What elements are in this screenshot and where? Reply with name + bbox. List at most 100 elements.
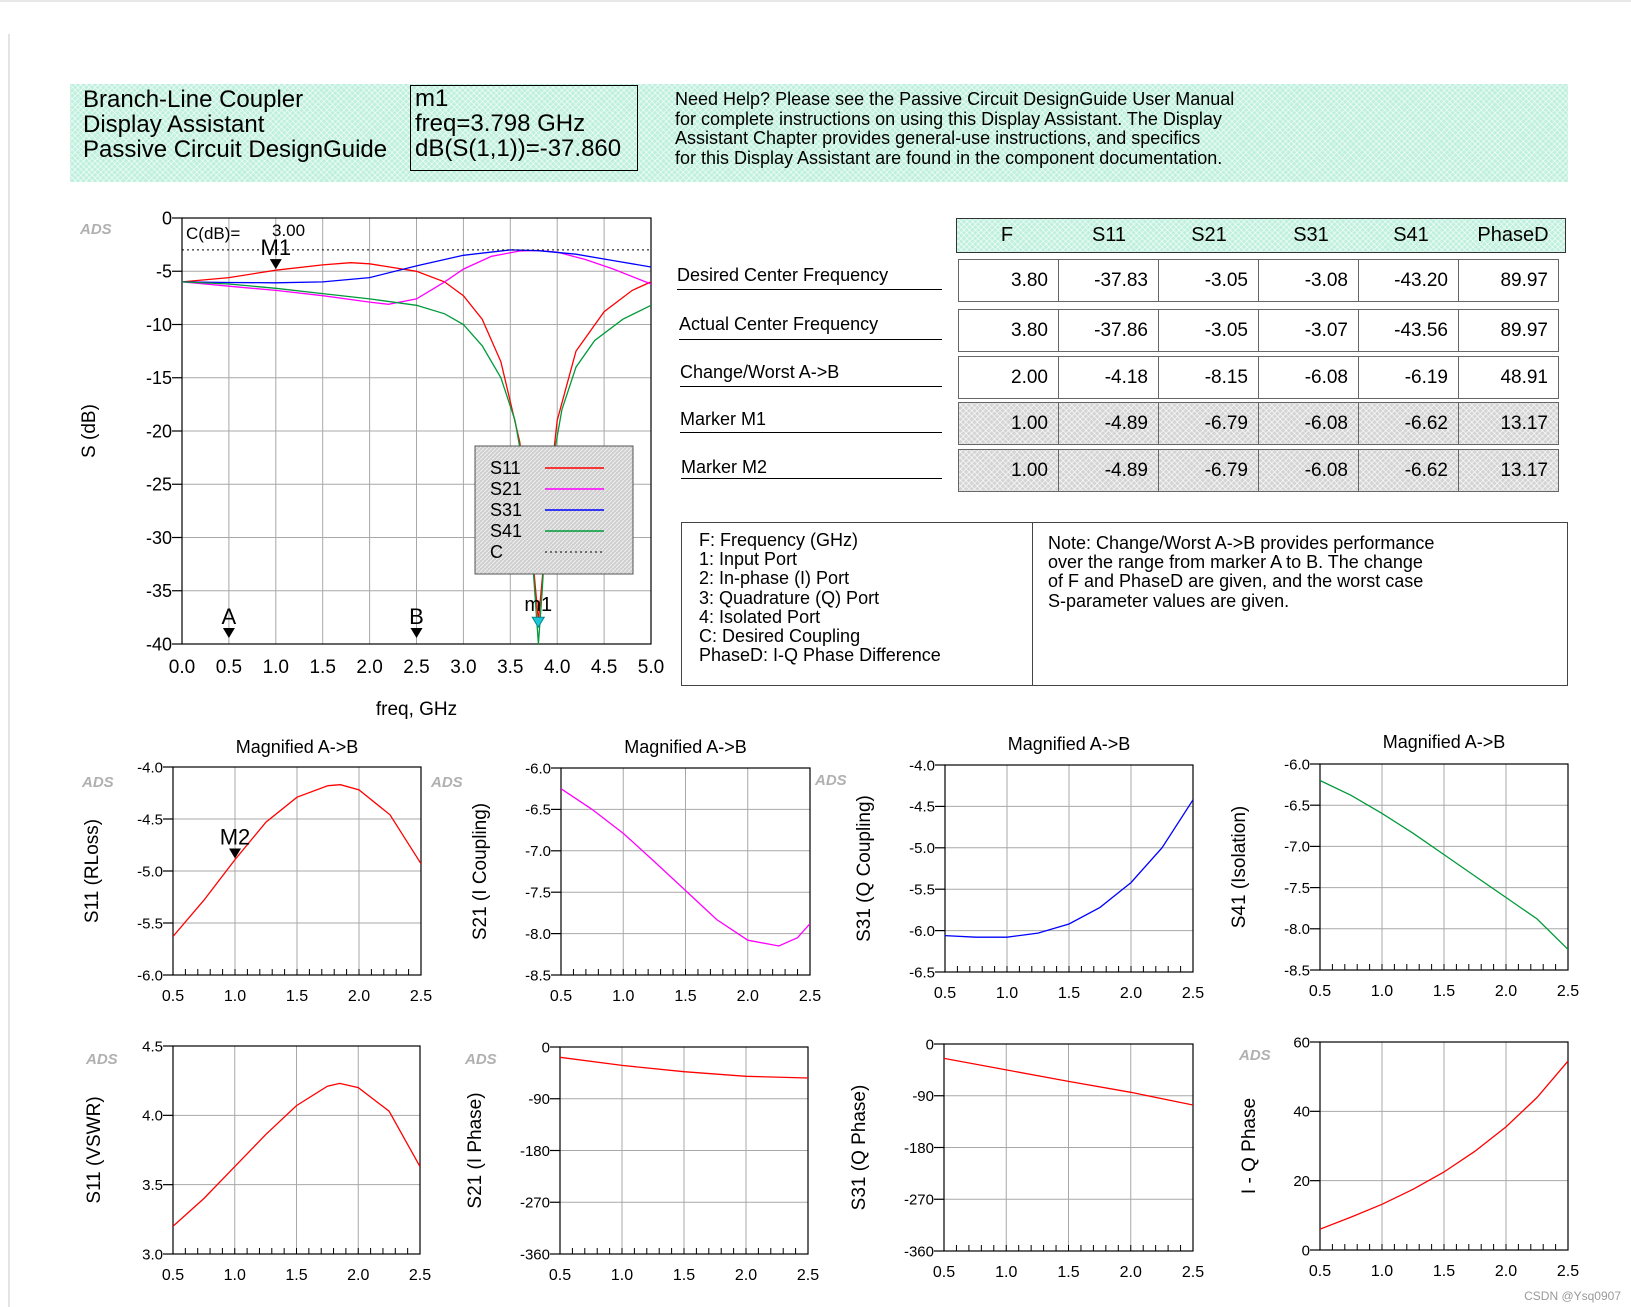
x-tick-label: 2.5 [409,1267,431,1284]
legend-line: F: Frequency (GHz) [699,530,859,550]
x-tick-label: 0.5 [933,1264,955,1281]
x-tick-label: 5.0 [638,657,664,678]
y-tick-label: -6.0 [525,760,551,777]
watermark: CSDN @Ysq0907 [1524,1289,1621,1303]
help-line: Assistant Chapter provides general-use i… [675,128,1201,148]
y-tick-label: -40 [146,634,172,654]
legend-line: C: Desired Coupling [699,626,861,647]
y-tick-label: -5.5 [137,915,163,932]
y-tick-label: -6.5 [1284,797,1310,814]
x-tick-label: 1.0 [263,657,289,678]
x-axis-label: freq, GHz [376,699,457,720]
table-cell: -3.05 [1158,259,1259,302]
x-tick-label: 2.0 [1120,1264,1142,1281]
chart-s31-qphase: 0 -90 -180 -270 -360 0.5 1.0 1.5 2.0 2.5 S31 (Q Ph… [849,1036,1204,1281]
series-line-s41 [1320,779,1568,950]
table-cell: 1.00 [958,402,1059,445]
left-edge-line [8,34,10,1307]
note-line: over the range from marker A to B. The c… [1048,552,1423,573]
table-cell: -37.86 [1058,309,1159,352]
coupling-label: C(dB)= [186,224,240,243]
x-tick-label: 4.0 [544,657,570,678]
series-line-i-phase [560,1056,808,1079]
top-edge-line [0,0,1631,2]
series-line-vswr [173,1082,420,1227]
y-tick-label: 0 [542,1039,550,1056]
table-row-label: Desired Center Frequency [677,265,889,285]
y-axis-label: I - Q Phase [1239,1098,1260,1194]
x-tick-label: 2.5 [1182,985,1204,1002]
table-cell: -6.19 [1358,356,1459,399]
x-tick-label: 1.5 [1433,983,1455,1000]
x-tick-label: 1.0 [1371,1263,1393,1280]
x-tick-label: 1.0 [612,988,634,1005]
x-tick-label: 2.5 [403,657,429,678]
y-tick-label: -6.5 [909,964,935,981]
y-axis-label: S31 (Q Coupling) [854,795,875,942]
x-tick-label: 1.5 [1433,1263,1455,1280]
y-axis-label: S11 (VSWR) [84,1096,105,1203]
x-tick-label: 1.5 [673,1267,695,1284]
chart-s11-vswr: 4.5 4.0 3.5 3.0 0.5 1.0 1.5 2.0 2.5 S11 (VSWR) ADS [84,1038,431,1284]
chart-title: Magnified A->B [1383,732,1506,752]
ads-label: ADS [464,1051,497,1068]
table-cell: -37.83 [1058,259,1159,302]
y-tick-label: -4.0 [909,757,935,774]
y-tick-label: -7.0 [1284,839,1310,856]
change-note: Note: Change/Worst A->B provides perform… [1048,533,1435,611]
y-tick-label: 3.5 [142,1177,163,1194]
marker-a-triangle [222,628,235,638]
table-row-rule [679,339,942,340]
table-cell: -43.20 [1358,259,1459,302]
table-cell: 89.97 [1458,309,1559,352]
x-tick-label: 1.5 [285,1267,307,1284]
marker-name: m1 [415,85,449,112]
x-tick-label: 1.5 [1057,1264,1079,1281]
header-banner: Branch-Line Coupler Display Assistant Pa… [70,84,1568,182]
x-tick-label: 0.5 [1309,1263,1331,1280]
y-tick-label: -8.5 [525,967,551,984]
y-tick-label: -360 [520,1246,550,1263]
x-tick-label: 2.5 [799,988,821,1005]
y-tick-label: -7.5 [1284,880,1310,897]
table-header-cell: PhaseD [1477,224,1549,246]
x-tick-label: 1.5 [674,988,696,1005]
x-tick-label: 0.0 [169,657,195,678]
table-cell: 89.97 [1458,259,1559,302]
table-cell: 3.80 [958,309,1059,352]
table-cell: -6.62 [1358,402,1459,445]
x-tick-label: 0.5 [162,988,184,1005]
legend-notes-box: F: Frequency (GHz) 1: Input Port 2: In-pha… [681,522,1568,686]
x-tick-label: 0.5 [216,657,242,678]
y-tick-label: 4.0 [142,1108,163,1125]
table-row-rule [680,386,942,387]
series-legend-label: S31 [490,500,522,520]
y-tick-label: -180 [520,1143,550,1160]
x-tick-label: 1.0 [224,1267,246,1284]
marker-label: M1 [261,235,292,260]
banner-title-line: Display Assistant [83,111,265,138]
marker-label: M2 [220,825,251,850]
ads-label: ADS [79,221,112,238]
marker-m2-triangle [229,848,241,859]
y-tick-label: -6.0 [137,967,163,984]
y-tick-label: -7.5 [525,884,551,901]
table-header-cell: S11 [1091,224,1127,246]
banner-title-line: Branch-Line Coupler [83,86,304,113]
note-line: Note: Change/Worst A->B provides perform… [1048,533,1435,553]
help-line: for complete instructions on using this … [675,108,1222,129]
note-line: of F and PhaseD are given, and the worst… [1048,571,1424,592]
x-tick-label: 0.5 [934,985,956,1002]
x-tick-label: 1.0 [995,1264,1017,1281]
y-tick-label: -25 [146,475,172,495]
y-tick-label: 20 [1293,1173,1310,1190]
chart-s21-icoupling: -6.0 -6.5 -7.0 -7.5 -8.0 -8.5 0.5 1.0 1.5 2.0 2.5 S… [430,737,821,1005]
y-axis-label: S41 (Isolation) [1229,806,1250,929]
y-tick-label: -270 [520,1195,550,1212]
chart-iq-phase: 60 40 20 0 0.5 1.0 1.5 2.0 2.5 I - Q Phase ADS [1238,1034,1579,1280]
table-cell: -43.56 [1358,309,1459,352]
y-tick-label: -5.5 [909,881,935,898]
x-tick-label: 1.5 [1058,985,1080,1002]
y-axis-label: S (dB) [79,404,100,458]
